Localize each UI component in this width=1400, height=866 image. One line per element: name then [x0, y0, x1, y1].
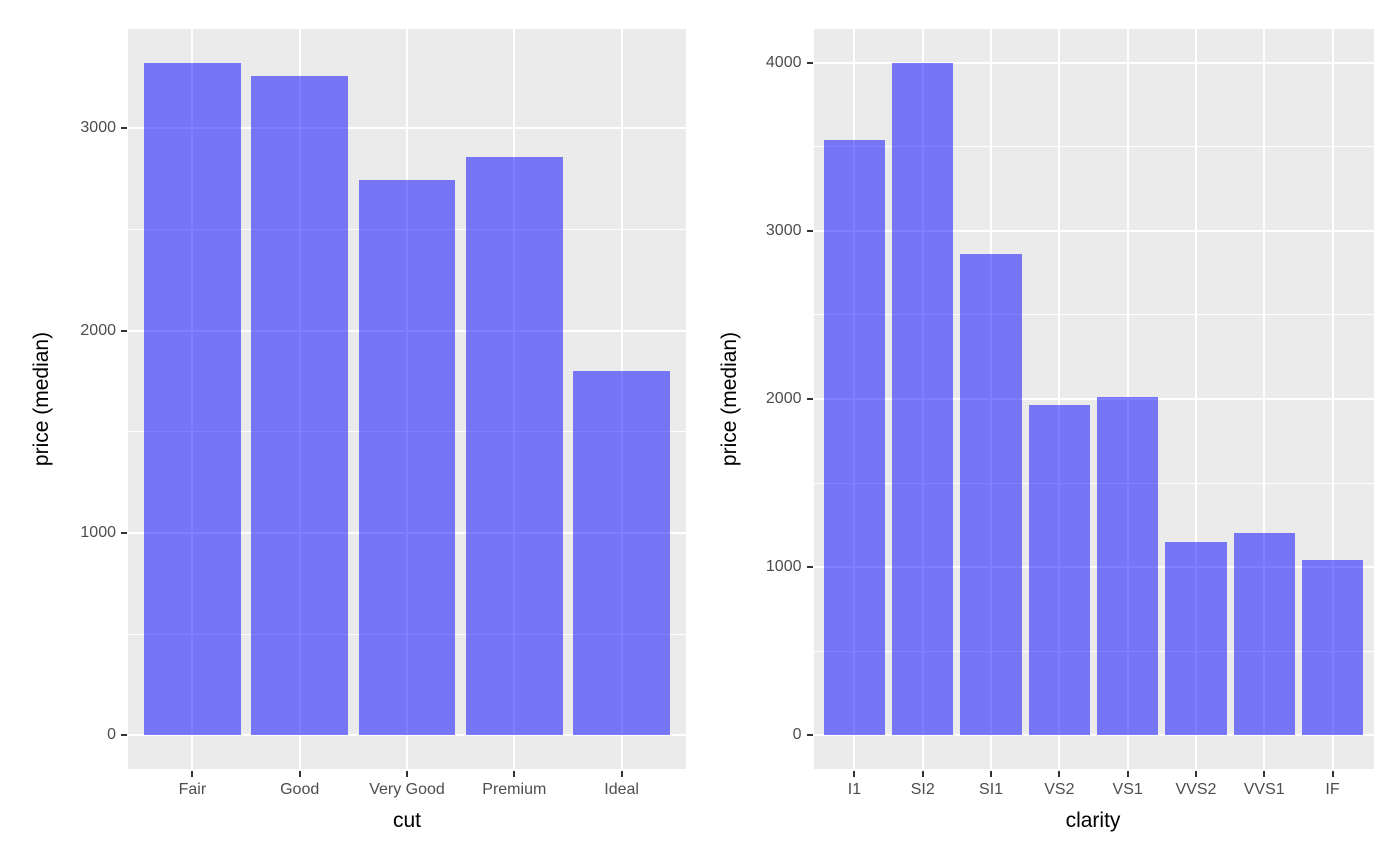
minor-gridline: [813, 650, 1374, 652]
minor-gridline: [813, 314, 1374, 316]
x-tick-label: VS1: [1112, 781, 1143, 798]
minor-gridline: [813, 482, 1374, 484]
major-gridline: [813, 734, 1374, 737]
bar-si1: [960, 254, 1022, 736]
bar-if: [1301, 559, 1364, 736]
plot-panel: [128, 29, 686, 769]
x-tick-label: Very Good: [369, 781, 445, 798]
major-gridline: [813, 398, 1374, 400]
y-tick-mark: [806, 61, 813, 64]
vertical-gridline: [1331, 29, 1334, 769]
y-tick-mark: [121, 329, 127, 332]
y-tick-label: 2000: [80, 321, 116, 339]
vertical-gridline: [1058, 29, 1061, 769]
x-tick-label: Ideal: [604, 781, 639, 798]
x-tick-mark: [1126, 771, 1129, 777]
y-tick-mark: [806, 398, 813, 400]
y-tick-label: 0: [107, 726, 116, 744]
y-tick-label: 1000: [80, 524, 116, 542]
bar-fair: [144, 62, 241, 736]
x-tick-mark: [620, 771, 623, 777]
y-tick-label: 3000: [765, 221, 802, 239]
bar-premium: [466, 156, 563, 736]
x-tick-label: Fair: [178, 781, 207, 798]
minor-gridline: [813, 146, 1374, 148]
x-tick-label: I1: [847, 781, 862, 798]
major-gridline: [813, 229, 1374, 232]
x-tick-mark: [298, 771, 301, 777]
x-tick-label: Good: [280, 781, 320, 798]
x-tick-mark: [1331, 771, 1334, 777]
y-tick-mark: [806, 566, 813, 569]
x-tick-mark: [921, 771, 924, 777]
bar-i1: [823, 140, 886, 736]
plot-panel: [813, 29, 1374, 769]
bar-vvs1: [1233, 532, 1295, 736]
bar-si2: [892, 62, 954, 736]
x-tick-label: Premium: [482, 781, 547, 798]
y-tick-mark: [121, 127, 127, 130]
x-tick-mark: [853, 771, 856, 777]
vertical-gridline: [1194, 29, 1197, 769]
x-tick-mark: [1194, 771, 1197, 777]
x-tick-mark: [191, 771, 194, 777]
x-tick-label: VVS2: [1175, 781, 1217, 798]
x-tick-label: SI1: [979, 781, 1004, 798]
y-tick-mark: [806, 229, 813, 232]
bar-vs2: [1028, 404, 1091, 736]
y-tick-label: 1000: [765, 558, 802, 576]
x-tick-label: SI2: [910, 781, 935, 798]
y-tick-mark: [121, 532, 127, 535]
bar-vs1: [1096, 397, 1159, 736]
y-tick-label: 3000: [80, 119, 116, 137]
bar-very-good: [358, 179, 456, 736]
x-tick-label: VS2: [1044, 781, 1075, 798]
x-tick-mark: [513, 771, 516, 777]
vertical-gridline: [1263, 29, 1266, 769]
y-tick-label: 0: [792, 726, 802, 744]
x-tick-mark: [990, 771, 993, 777]
major-gridline: [813, 566, 1374, 569]
y-tick-label: 2000: [765, 390, 802, 407]
x-axis-title-cut-chart: cut: [392, 809, 422, 832]
x-tick-mark: [406, 771, 408, 777]
y-tick-label: 4000: [765, 53, 802, 71]
bar-good: [251, 75, 348, 736]
x-tick-mark: [1058, 771, 1061, 777]
bar-ideal: [573, 371, 670, 736]
x-tick-label: IF: [1325, 781, 1340, 798]
x-tick-mark: [1263, 771, 1266, 777]
major-gridline: [813, 61, 1374, 64]
y-tick-mark: [121, 734, 127, 737]
y-tick-mark: [806, 734, 813, 737]
x-axis-title-clarity-chart: clarity: [1065, 809, 1121, 832]
bar-vvs2: [1165, 541, 1227, 736]
x-tick-label: VVS1: [1243, 781, 1285, 798]
